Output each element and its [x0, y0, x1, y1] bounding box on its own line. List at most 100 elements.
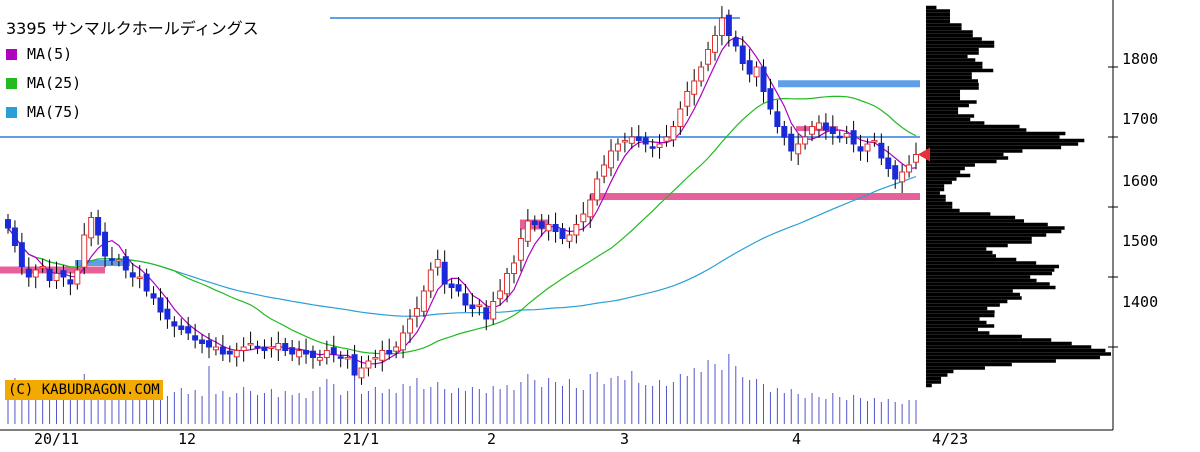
volume-profile-bar — [926, 233, 1047, 237]
volume-profile-bar — [926, 352, 1111, 356]
candle-body — [656, 143, 663, 148]
candle-body — [192, 335, 199, 341]
volume-profile-bar — [926, 177, 957, 181]
volume-profile-bar — [926, 184, 945, 188]
volume-profile-bar — [926, 313, 995, 318]
volume-profile-bar — [926, 369, 954, 374]
volume-profile-bar — [926, 121, 985, 125]
candle-body — [171, 321, 178, 327]
candle-body — [136, 276, 143, 279]
candle-body — [899, 171, 906, 183]
candle-body — [240, 346, 247, 351]
volume-profile-bar — [926, 187, 945, 192]
candle-body — [635, 136, 642, 141]
volume-profile-bar — [926, 229, 1062, 234]
candle-body — [892, 165, 899, 180]
candle-body — [407, 318, 414, 334]
volume-profile-bar — [926, 100, 977, 104]
volume-profile-bar — [926, 198, 946, 202]
legend-item-ma25: MA(25) — [6, 76, 81, 91]
candle-body — [725, 14, 732, 36]
volume-profile-bar — [926, 362, 1012, 367]
candle-body — [531, 220, 538, 225]
candle-body — [330, 347, 337, 355]
candle-body — [663, 136, 670, 142]
candle-body — [358, 367, 365, 379]
candle-body — [212, 346, 219, 351]
candle-body — [483, 307, 490, 320]
candle-body — [684, 91, 691, 107]
ma75-swatch — [6, 107, 17, 118]
volume-profile-bar — [926, 72, 972, 76]
candle-body — [601, 164, 608, 177]
volume-profile-bar — [926, 33, 973, 38]
volume-profile-bar — [926, 9, 950, 13]
chart-title: 3395 サンマルクホールディングス — [6, 19, 259, 38]
candle-body — [157, 297, 164, 313]
candle-body — [206, 340, 213, 348]
current-price-marker-layer — [918, 147, 930, 162]
volume-profile-bar — [926, 86, 979, 90]
legend-label-ma25: MA(25) — [27, 74, 82, 92]
volume-profile-bar — [926, 289, 1013, 293]
volume-profile-bar — [926, 191, 940, 195]
volume-profile-bar — [926, 131, 1066, 136]
candle-body — [268, 346, 275, 349]
candle-body — [420, 290, 427, 312]
volume-profile-bar — [926, 89, 961, 94]
volume-profile-bar — [926, 61, 983, 66]
candle-body — [829, 126, 836, 134]
candle-body — [344, 357, 351, 360]
volume-profile-bar — [926, 110, 959, 115]
x-tick-label: 4/23 — [932, 430, 969, 448]
volume-profile-bar — [926, 166, 965, 171]
candle-body — [337, 356, 344, 359]
volume-profile-bar — [926, 383, 932, 388]
volume-profile-bar — [926, 142, 1079, 146]
candle-body — [247, 343, 254, 346]
candle-body — [774, 111, 781, 128]
volume-profile-bar — [926, 145, 1062, 150]
volume-profile-bar — [926, 180, 952, 185]
volume-profile-bar — [926, 173, 971, 178]
volume-profile-bar — [926, 26, 962, 31]
candle-body — [497, 290, 504, 300]
candle-body — [261, 346, 268, 351]
candle-body — [732, 37, 739, 47]
candle-body — [767, 88, 774, 110]
candle-body — [393, 346, 400, 352]
candle-body — [39, 266, 46, 269]
volume-profile-bar — [926, 170, 961, 174]
volume-profile-bar — [926, 247, 987, 251]
x-tick-label: 2 — [487, 430, 497, 448]
volume-profile-bar — [926, 327, 979, 332]
volume-profile-bar — [926, 264, 1059, 269]
candle-body — [95, 217, 102, 236]
candle-body — [587, 199, 594, 218]
candle-body — [150, 293, 157, 299]
candle-body — [788, 133, 795, 152]
candle-body — [226, 350, 233, 355]
candle-body — [822, 122, 829, 131]
volume-profile-bar — [926, 208, 960, 213]
candle-body — [185, 326, 192, 334]
candle-body — [102, 231, 109, 257]
candle-body — [462, 293, 469, 306]
candle-body — [53, 273, 60, 281]
volume-profile-bar — [926, 222, 1048, 227]
volume-profile-bar — [926, 117, 971, 122]
candle-body — [129, 272, 136, 278]
volume-profile-bar — [926, 96, 961, 101]
ma25-line — [7, 95, 917, 355]
candle-body — [670, 126, 677, 141]
candle-body — [178, 325, 185, 330]
volume-profile-bar — [926, 324, 995, 328]
candle-body — [455, 284, 462, 292]
candle-body — [608, 150, 615, 169]
candle-body — [289, 347, 296, 355]
ma5-swatch — [6, 49, 17, 60]
volume-profile-bar — [926, 219, 1025, 223]
candle-body — [323, 350, 330, 358]
legend-item-ma75: MA(75) — [6, 105, 81, 120]
